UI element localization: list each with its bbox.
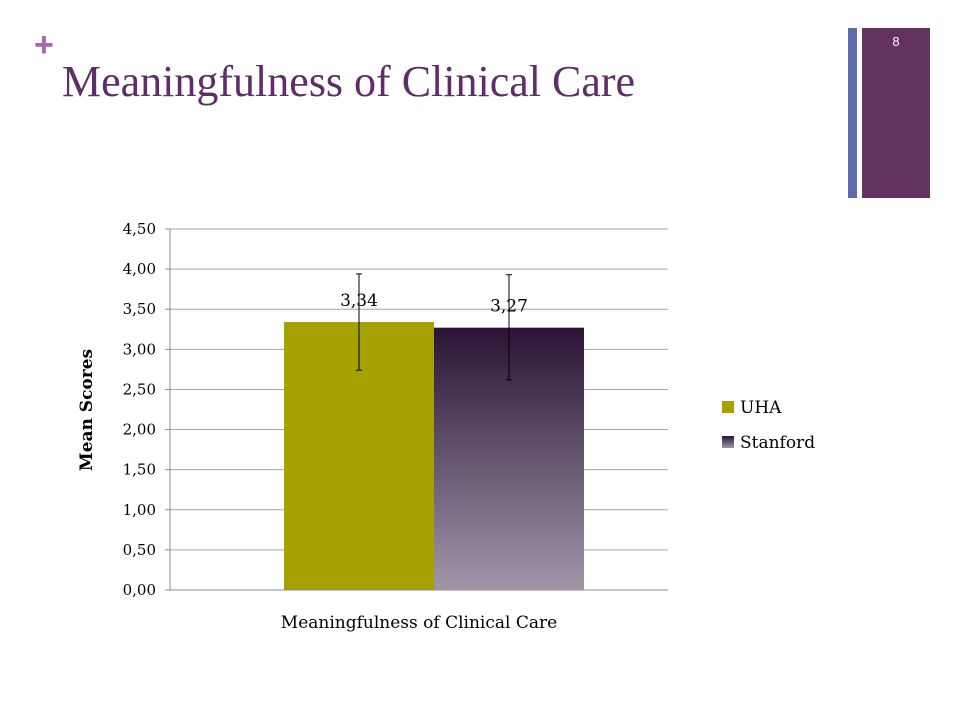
y-tick-label: 2,50 xyxy=(123,380,156,398)
decorative-bar-thick xyxy=(862,28,930,198)
legend-label-stanford: Stanford xyxy=(740,433,815,453)
legend-swatch-stanford xyxy=(722,436,734,448)
y-tick-label: 0,00 xyxy=(123,581,156,599)
y-tick-label: 0,50 xyxy=(123,541,156,559)
y-axis-label: Mean Scores xyxy=(77,349,97,471)
y-tick-label: 3,00 xyxy=(123,340,156,358)
y-tick-label: 4,00 xyxy=(123,260,156,278)
y-tick-label: 1,50 xyxy=(123,461,156,479)
x-category-label: Meaningfulness of Clinical Care xyxy=(281,613,557,633)
data-label: 3,27 xyxy=(490,297,528,317)
slide-title: Meaningfulness of Clinical Care xyxy=(62,57,636,106)
y-tick-label: 4,50 xyxy=(123,220,156,238)
y-tick-label: 2,00 xyxy=(123,421,156,439)
y-tick-label: 1,00 xyxy=(123,501,156,519)
decorative-bar-thin xyxy=(848,28,857,198)
plus-icon: + xyxy=(34,26,54,64)
legend-swatch-uha xyxy=(722,401,734,413)
data-label: 3,34 xyxy=(340,291,378,311)
y-tick-label: 3,50 xyxy=(123,300,156,318)
legend-label-uha: UHA xyxy=(740,398,782,418)
page-number: 8 xyxy=(892,34,900,49)
